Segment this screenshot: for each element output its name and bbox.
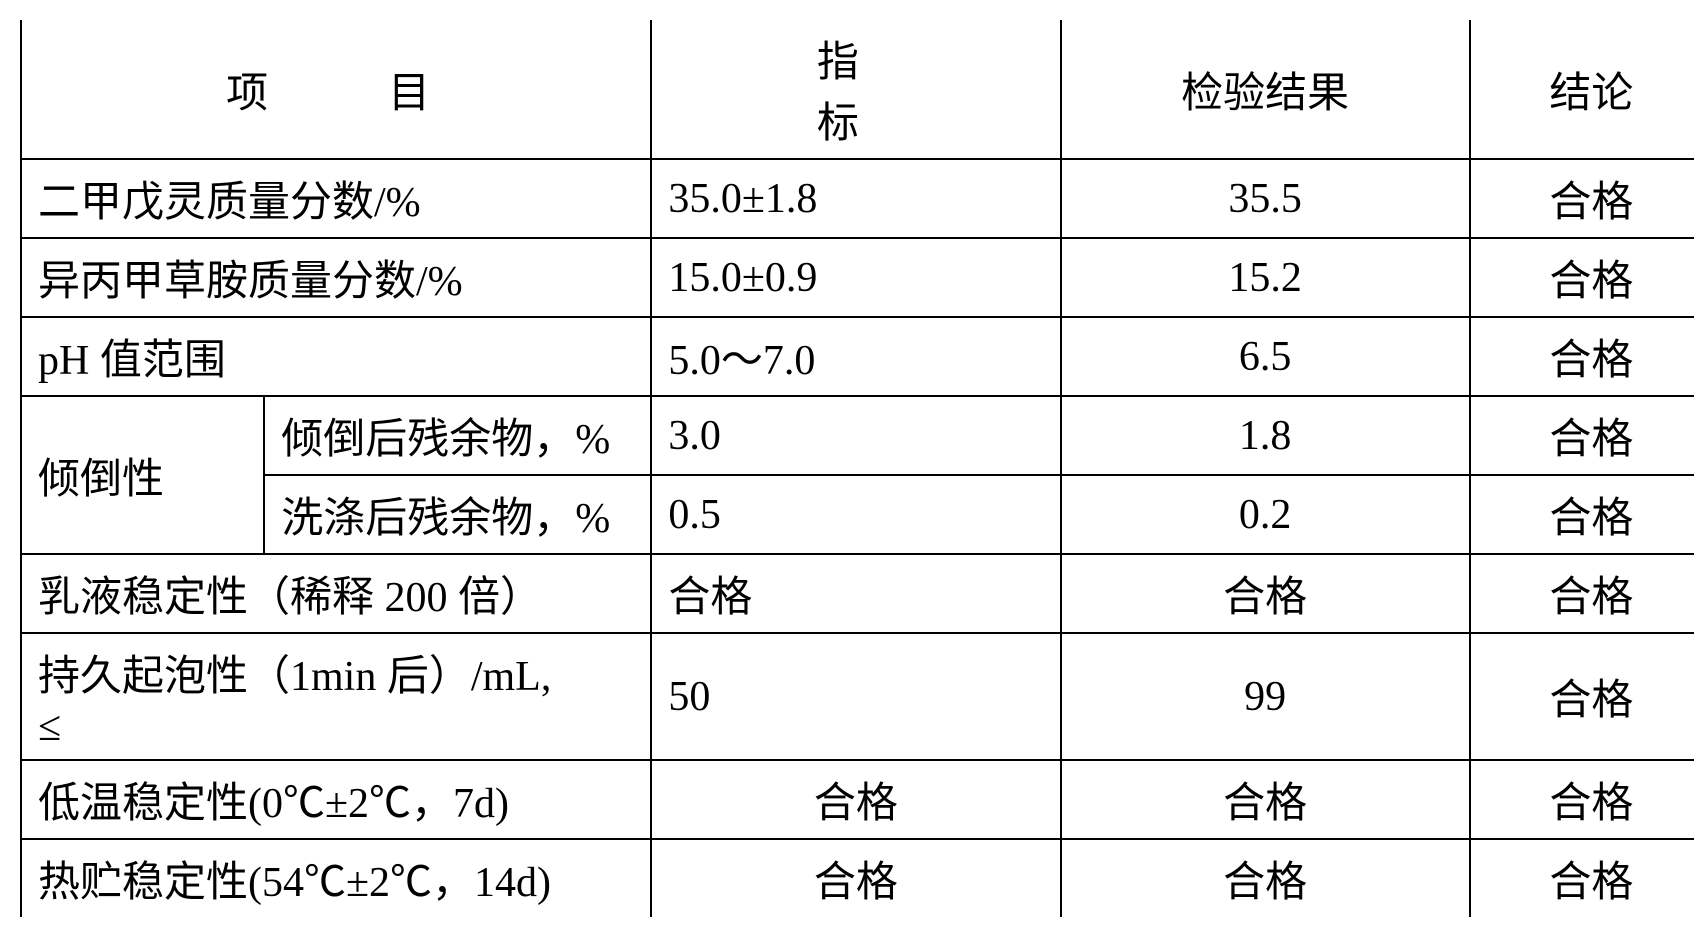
header-project: 项目 xyxy=(21,20,651,159)
row-conclusion: 合格 xyxy=(1470,238,1694,317)
table-header-row: 项目 指标 检验结果 结论 xyxy=(21,20,1694,159)
row-group-name: 倾倒性 xyxy=(21,396,264,554)
table-row: pH 值范围 5.0～7.0 6.5 合格 xyxy=(21,317,1694,396)
row-sub-name: 倾倒后残余物，% xyxy=(264,396,651,475)
row-conclusion: 合格 xyxy=(1470,839,1694,917)
row-indicator: 合格 xyxy=(651,554,1060,633)
row-indicator: 合格 xyxy=(651,760,1060,839)
row-indicator: 50 xyxy=(651,633,1060,760)
row-conclusion: 合格 xyxy=(1470,633,1694,760)
row-result: 1.8 xyxy=(1061,396,1470,475)
table-row: 倾倒性 倾倒后残余物，% 3.0 1.8 合格 xyxy=(21,396,1694,475)
row-indicator: 35.0±1.8 xyxy=(651,159,1060,238)
row-indicator: 15.0±0.9 xyxy=(651,238,1060,317)
header-result: 检验结果 xyxy=(1061,20,1470,159)
table-row: 乳液稳定性（稀释 200 倍） 合格 合格 合格 xyxy=(21,554,1694,633)
row-conclusion: 合格 xyxy=(1470,396,1694,475)
table-row: 洗涤后残余物，% 0.5 0.2 合格 xyxy=(21,475,1694,554)
row-result: 0.2 xyxy=(1061,475,1470,554)
row-result: 合格 xyxy=(1061,839,1470,917)
table-row: 热贮稳定性(54℃±2℃，14d) 合格 合格 合格 xyxy=(21,839,1694,917)
inspection-table: 项目 指标 检验结果 结论 二甲戊灵质量分数/% 35.0±1.8 35.5 合… xyxy=(20,20,1694,917)
row-name: 低温稳定性(0℃±2℃，7d) xyxy=(21,760,651,839)
row-name: 持久起泡性（1min 后）/mL, ≤ xyxy=(21,633,651,760)
row-indicator: 3.0 xyxy=(651,396,1060,475)
table-row: 二甲戊灵质量分数/% 35.0±1.8 35.5 合格 xyxy=(21,159,1694,238)
table-row: 持久起泡性（1min 后）/mL, ≤ 50 99 合格 xyxy=(21,633,1694,760)
row-conclusion: 合格 xyxy=(1470,317,1694,396)
table-row: 异丙甲草胺质量分数/% 15.0±0.9 15.2 合格 xyxy=(21,238,1694,317)
header-conclusion: 结论 xyxy=(1470,20,1694,159)
row-conclusion: 合格 xyxy=(1470,475,1694,554)
row-indicator: 合格 xyxy=(651,839,1060,917)
row-indicator: 5.0～7.0 xyxy=(651,317,1060,396)
row-sub-name: 洗涤后残余物，% xyxy=(264,475,651,554)
row-indicator: 0.5 xyxy=(651,475,1060,554)
row-result: 合格 xyxy=(1061,554,1470,633)
row-result: 15.2 xyxy=(1061,238,1470,317)
row-name: pH 值范围 xyxy=(21,317,651,396)
header-indicator: 指标 xyxy=(651,20,1060,159)
row-name: 异丙甲草胺质量分数/% xyxy=(21,238,651,317)
row-result: 合格 xyxy=(1061,760,1470,839)
row-result: 6.5 xyxy=(1061,317,1470,396)
row-result: 99 xyxy=(1061,633,1470,760)
row-name: 乳液稳定性（稀释 200 倍） xyxy=(21,554,651,633)
table-row: 低温稳定性(0℃±2℃，7d) 合格 合格 合格 xyxy=(21,760,1694,839)
row-conclusion: 合格 xyxy=(1470,554,1694,633)
row-name: 热贮稳定性(54℃±2℃，14d) xyxy=(21,839,651,917)
row-result: 35.5 xyxy=(1061,159,1470,238)
row-name: 二甲戊灵质量分数/% xyxy=(21,159,651,238)
row-conclusion: 合格 xyxy=(1470,760,1694,839)
row-conclusion: 合格 xyxy=(1470,159,1694,238)
